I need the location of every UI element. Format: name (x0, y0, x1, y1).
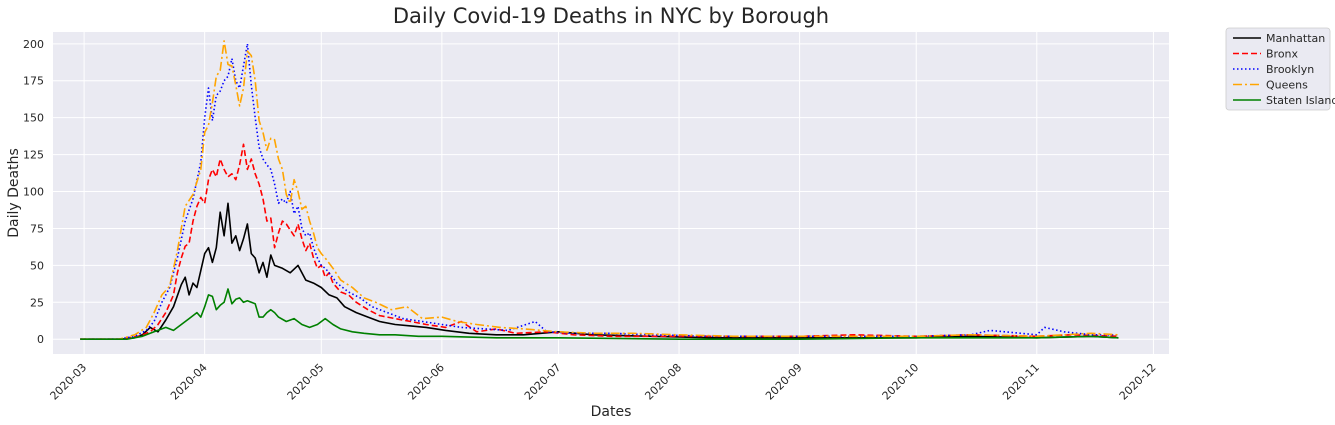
x-tick-label: 2020-03 (48, 361, 90, 403)
series-line-queens (80, 40, 1119, 340)
x-tick-label: 2020-07 (522, 361, 564, 403)
x-tick-label: 2020-10 (880, 361, 922, 403)
y-tick-label: 125 (23, 149, 44, 162)
series-line-staten-island (80, 288, 1119, 340)
x-tick-label: 2020-06 (405, 361, 447, 403)
x-tick-label: 2020-05 (285, 361, 327, 403)
legend: Manhattan Bronx Brooklyn Queens Staten Islan… (1225, 27, 1335, 111)
y-tick-label: 100 (23, 186, 44, 199)
y-axis-label: Daily Deaths (6, 148, 22, 238)
legend-label-bronx: Bronx (1266, 48, 1299, 61)
series-line-bronx (80, 143, 1119, 340)
x-tick-label: 2020-12 (1117, 361, 1159, 403)
x-tick-label: 2020-04 (168, 361, 210, 403)
y-tick-label: 75 (30, 222, 44, 235)
legend-label-queens: Queens (1266, 79, 1308, 92)
series-lines (80, 40, 1119, 340)
x-tick-label: 2020-08 (642, 361, 684, 403)
legend-label-manhattan: Manhattan (1266, 32, 1325, 45)
x-tick-label: 2020-11 (1000, 361, 1042, 403)
legend-box (1225, 27, 1331, 111)
series-line-manhattan (80, 202, 1119, 340)
y-tick-label: 175 (23, 75, 44, 88)
y-tick-label: 50 (30, 259, 44, 272)
y-tick-label: 0 (37, 333, 44, 346)
x-axis-label: Dates (591, 404, 632, 420)
grid-lines (53, 32, 1169, 354)
y-tick-label: 200 (23, 38, 44, 51)
legend-label-brooklyn: Brooklyn (1266, 63, 1314, 76)
chart-title: Daily Covid-19 Deaths in NYC by Borough (393, 4, 829, 28)
legend-label-staten-island: Staten Island (1266, 94, 1335, 107)
x-tick-label: 2020-09 (763, 361, 805, 403)
y-tick-labels: 0 25 50 75 100 125 150 175 200 (23, 38, 44, 346)
y-tick-label: 150 (23, 112, 44, 125)
y-tick-label: 25 (30, 296, 44, 309)
x-tick-labels: 2020-03 2020-04 2020-05 2020-06 2020-07 2020-… (48, 361, 1159, 403)
